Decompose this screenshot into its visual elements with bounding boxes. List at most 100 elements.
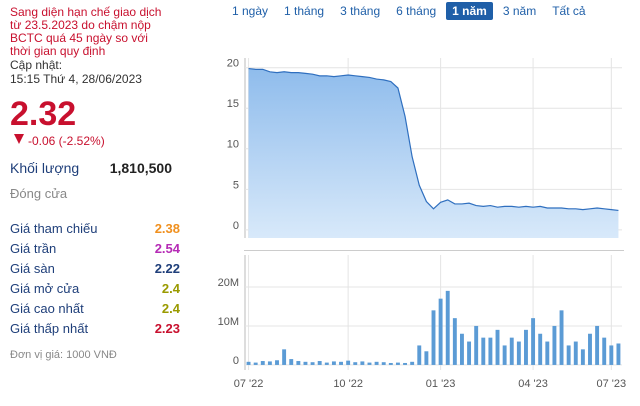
price: 2.32 <box>10 95 77 133</box>
row-label: Giá trần <box>10 241 57 256</box>
volume-bar <box>289 359 294 365</box>
volume-bar <box>417 345 422 365</box>
volume-bar <box>588 333 592 365</box>
row-label: Giá mở cửa <box>10 281 80 296</box>
footer: Đơn vị giá: 1000 VNĐ <box>10 349 117 361</box>
volume-bar <box>282 349 287 365</box>
volume-bar <box>488 337 493 365</box>
volume-bar <box>310 362 315 365</box>
volume-bar <box>552 325 557 365</box>
y-tick-label: 0 <box>233 355 239 367</box>
notice-line: Sang diện hạn chế giao dịch <box>10 5 162 19</box>
update-label: Cập nhật: <box>10 58 63 72</box>
y-tick-label: 10M <box>218 316 239 328</box>
volume-bar <box>502 345 507 365</box>
volume-bar <box>559 310 564 365</box>
y-tick-label: 20M <box>218 277 239 289</box>
row-value: 2.4 <box>161 281 180 296</box>
volume-bar <box>346 360 351 365</box>
volume-bar <box>438 298 443 365</box>
range-tab[interactable]: 3 tháng <box>340 4 381 18</box>
range-tab[interactable]: 6 tháng <box>396 4 437 18</box>
price-table: Giá tham chiếu 2.38 Giá trần 2.54 Giá sàn 2.2… <box>10 219 210 339</box>
volume-bar <box>573 341 578 365</box>
y-tick-label: 0 <box>233 220 239 232</box>
volume-bar <box>524 329 528 365</box>
notice-line: từ 23.5.2023 do chậm nộp <box>10 18 151 32</box>
price-area <box>248 68 619 238</box>
volume-bar <box>545 341 550 365</box>
volume-bar <box>324 362 329 365</box>
row-value: 2.54 <box>154 241 180 256</box>
volume-bar <box>253 362 258 365</box>
volume-bar <box>275 360 279 365</box>
volume-bar <box>609 345 614 365</box>
volume-bar <box>360 361 365 365</box>
row-value: 2.22 <box>154 261 180 276</box>
divider <box>244 250 624 251</box>
volume-label: Khối lượng <box>10 160 80 176</box>
row-label: Giá tham chiếu <box>10 221 98 236</box>
volume-bar <box>296 361 301 365</box>
range-tab[interactable]: 1 ngày <box>232 4 269 18</box>
price-row: Giá cao nhất 2.4 <box>10 299 180 319</box>
volume-bar <box>467 341 472 365</box>
price-row: Giá thấp nhất 2.23 <box>10 319 180 339</box>
volume-bar <box>566 345 571 365</box>
volume-bar <box>317 361 322 365</box>
volume-bar <box>353 362 358 365</box>
row-label: Giá cao nhất <box>10 301 84 316</box>
volume-bar <box>580 349 585 365</box>
notice-line: thời gian quy định <box>10 44 106 58</box>
volume-bar <box>459 333 464 365</box>
volume-bar <box>538 333 543 365</box>
x-tick-label: 01 '23 <box>426 378 456 390</box>
range-tab[interactable]: 1 tháng <box>284 4 325 18</box>
volume-row: Khối lượng 1,810,500 <box>10 160 172 176</box>
volume-bar <box>331 361 336 365</box>
volume-bar <box>410 361 415 365</box>
volume-bar <box>303 361 308 365</box>
range-tab[interactable]: 3 năm <box>502 4 537 18</box>
status: Đóng cửa <box>10 186 68 201</box>
change: -0.06 (-2.52%) <box>10 134 210 148</box>
row-label: Giá sàn <box>10 261 55 276</box>
volume-bar <box>339 361 343 365</box>
range-tab[interactable]: 1 năm <box>446 2 493 20</box>
price-line <box>248 67 619 212</box>
y-tick-label: 20 <box>227 58 239 70</box>
volume-value: 1,810,500 <box>109 160 172 176</box>
volume-bar <box>246 361 251 365</box>
volume-bar <box>509 337 514 365</box>
volume-bar <box>481 337 486 365</box>
volume-bar <box>531 318 536 365</box>
y-tick-label: 5 <box>233 179 239 191</box>
range-tab[interactable]: Tất cả <box>552 4 586 18</box>
volume-bar <box>431 310 436 365</box>
volume-bar <box>602 337 607 365</box>
volume-bar <box>424 351 429 365</box>
volume-bar <box>452 318 457 365</box>
price-row: Giá tham chiếu 2.38 <box>10 219 180 239</box>
price-row: Giá trần 2.54 <box>10 239 180 259</box>
volume-bar <box>595 325 600 365</box>
update-time: 15:15 Thứ 4, 28/06/2023 <box>10 72 142 86</box>
notice-line: BCTC quá 45 ngày so với <box>10 31 148 45</box>
range-tabs: 1 ngày 1 tháng 3 tháng 6 tháng 1 năm 3 năm Tất… <box>226 2 592 20</box>
price-row: Giá sàn 2.22 <box>10 259 180 279</box>
volume-bar <box>616 343 621 365</box>
row-value: 2.4 <box>161 301 180 316</box>
volume-bar <box>267 361 272 365</box>
row-value: 2.38 <box>154 221 180 236</box>
row-value: 2.23 <box>154 321 180 336</box>
volume-bar <box>388 362 393 365</box>
x-tick-label: 04 '23 <box>518 378 548 390</box>
row-label: Giá thấp nhất <box>10 321 89 336</box>
quote-panel: Sang diện hạn chế giao dịch từ 23.5.2023… <box>10 5 210 362</box>
y-tick-label: 15 <box>227 98 239 110</box>
volume-bar <box>381 362 386 365</box>
x-tick-label: 10 '22 <box>333 378 363 390</box>
volume-bar <box>367 362 372 365</box>
